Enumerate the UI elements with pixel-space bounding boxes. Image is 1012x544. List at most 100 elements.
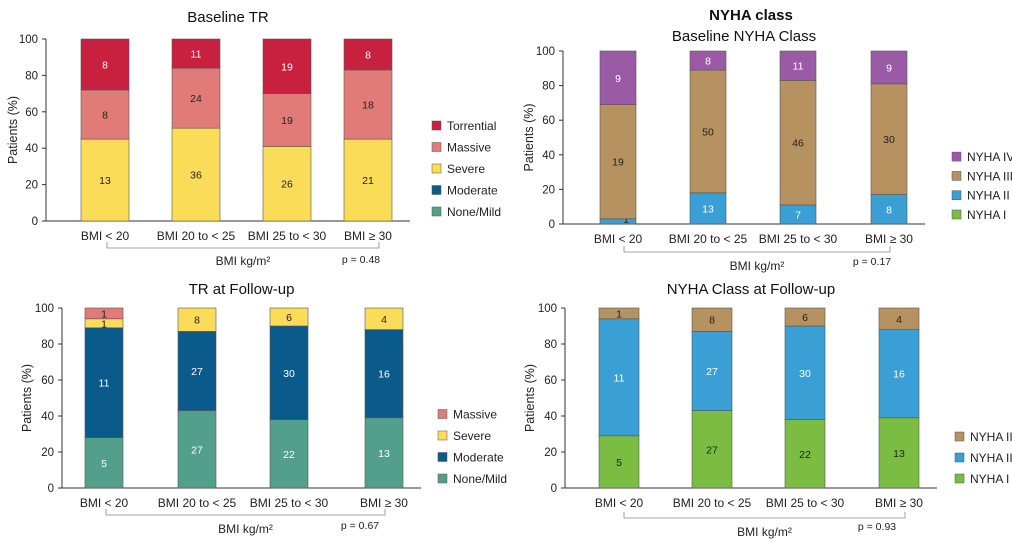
data-label: 11 (793, 61, 804, 73)
x-tick-label: BMI 20 to < 25 (673, 496, 752, 510)
bar-segment (689, 50, 727, 71)
x-tick-label: BMI < 20 (594, 232, 643, 246)
data-label: 5 (101, 458, 107, 470)
bar-segment (343, 69, 393, 140)
legend-label: Massive (453, 408, 497, 422)
legend-label: Severe (453, 429, 491, 443)
bar-segment (878, 329, 920, 419)
p-value: p = 0.48 (342, 254, 380, 266)
x-tick-label: BMI 25 to < 30 (759, 232, 838, 246)
data-label: 11 (99, 378, 110, 390)
data-label: 16 (893, 369, 905, 381)
data-label: 27 (191, 444, 203, 456)
bar-segment (80, 138, 130, 222)
chart-title: NYHA Class at Follow-up (667, 281, 835, 298)
bar-segment (598, 435, 640, 489)
bar-segment (177, 307, 217, 332)
y-tick-label: 80 (41, 339, 54, 351)
bar-segment (171, 67, 221, 129)
data-label: 22 (799, 449, 811, 461)
bar-segment (171, 38, 221, 69)
bar-segment (779, 80, 817, 206)
category-bracket (105, 509, 386, 516)
x-tick-label: BMI 25 to < 30 (766, 496, 845, 510)
x-tick-label: BMI 25 to < 30 (250, 496, 329, 510)
legend-swatch (437, 473, 448, 484)
bar-segment (269, 325, 309, 420)
x-tick-label: BMI < 20 (81, 229, 130, 243)
x-tick-label: BMI ≥ 30 (875, 496, 923, 510)
legend-label: NYHA II (967, 189, 1010, 203)
bar-segment (262, 93, 312, 147)
y-tick-label: 0 (549, 219, 555, 231)
y-tick-label: 60 (41, 375, 54, 387)
bar-segment (171, 127, 221, 222)
legend-swatch (954, 431, 965, 442)
bar-segment (784, 325, 826, 420)
legend-swatch (431, 120, 442, 131)
y-tick-label: 0 (551, 483, 557, 495)
data-label: 27 (706, 444, 718, 456)
bar-segment (689, 192, 727, 225)
bar-segment (269, 307, 309, 327)
data-label: 1 (101, 318, 107, 330)
y-tick-label: 60 (542, 115, 555, 127)
legend-swatch (951, 151, 962, 162)
x-tick-label: BMI 25 to < 30 (248, 229, 327, 243)
data-label: 46 (792, 138, 804, 150)
p-value: p = 0.67 (341, 520, 379, 532)
bar-segment (691, 307, 733, 332)
data-label: 27 (191, 366, 203, 378)
data-label: 1 (616, 308, 622, 320)
legend-swatch (437, 409, 448, 419)
data-label: 11 (191, 49, 202, 61)
y-tick-label: 40 (542, 150, 555, 162)
bar-segment (870, 50, 908, 85)
bar-segment (262, 38, 312, 94)
legend-label: Moderate (447, 184, 498, 198)
data-label: 9 (886, 62, 892, 74)
p-value: p = 0.93 (858, 521, 896, 533)
data-label: 11 (614, 372, 625, 384)
x-tick-label: BMI ≥ 30 (360, 496, 408, 510)
data-label: 30 (283, 368, 295, 380)
y-tick-label: 20 (542, 184, 555, 196)
bar-segment (343, 138, 393, 222)
bar-segment (177, 331, 217, 411)
category-bracket (106, 242, 380, 249)
data-label: 8 (102, 110, 108, 122)
bar-segment (878, 307, 920, 330)
data-label: 8 (194, 315, 200, 327)
legend-swatch (437, 430, 448, 441)
legend-swatch (437, 452, 448, 462)
y-tick-label: 80 (25, 70, 38, 82)
p-value: p = 0.17 (853, 256, 891, 268)
data-label: 24 (190, 93, 202, 105)
legend-swatch (951, 171, 962, 181)
data-label: 5 (616, 457, 622, 469)
y-tick-label: 20 (41, 447, 54, 459)
bar-segment (269, 419, 309, 489)
y-tick-label: 40 (25, 143, 38, 155)
bar-segment (784, 419, 826, 489)
y-tick-label: 100 (19, 34, 38, 46)
data-label: 16 (378, 369, 390, 381)
legend-swatch (951, 190, 962, 200)
x-tick-label: BMI 20 to < 25 (669, 232, 748, 246)
y-tick-label: 100 (35, 303, 54, 315)
y-axis-label: Patients (%) (6, 96, 20, 164)
x-axis-label: BMI kg/m² (216, 254, 271, 268)
bar-segment (779, 50, 817, 81)
legend-label: NYHA III (967, 169, 1012, 183)
chart-tr-followup: TR at Follow-up 0 20 40 60 80 100 Patients (%) 5… (20, 281, 507, 536)
y-tick-label: 20 (544, 447, 557, 459)
y-tick-label: 0 (48, 483, 54, 495)
bar-segment (84, 327, 124, 438)
data-label: 36 (190, 170, 202, 182)
data-label: 50 (702, 126, 714, 138)
x-tick-label: BMI < 20 (80, 496, 129, 510)
data-label: 8 (365, 49, 371, 61)
legend-label: None/Mild (453, 472, 507, 486)
nyha-class-heading: NYHA class (709, 7, 793, 24)
y-tick-label: 80 (542, 81, 555, 93)
